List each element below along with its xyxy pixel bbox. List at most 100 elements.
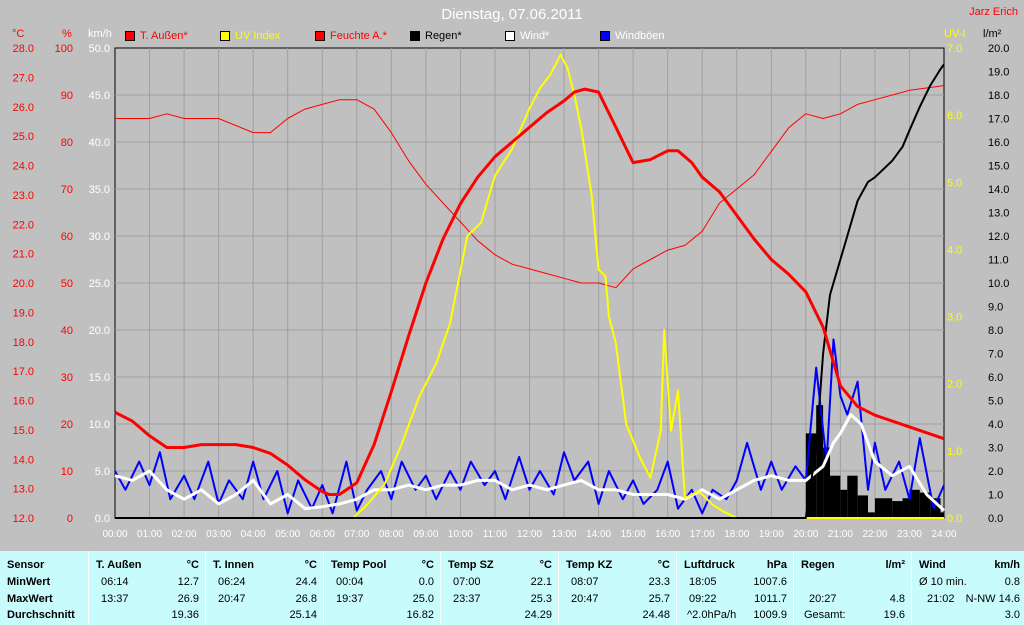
min-value: 12.7 xyxy=(177,576,199,588)
humidity-tick-label: 100 xyxy=(55,43,73,55)
column-temp-pool: Temp Pool °C 00:04 0.0 19:37 25.0 16.82 xyxy=(323,551,441,625)
max-time: 20:47 xyxy=(218,593,246,605)
column-unit: km/h xyxy=(994,559,1020,571)
uv-tick-label: 3.0 xyxy=(947,312,962,324)
avg-value: 25.14 xyxy=(289,609,317,621)
uv-tick-label: 0.0 xyxy=(947,513,962,525)
legend-item-rain: Regen* xyxy=(410,30,462,42)
max-value: 25.0 xyxy=(412,593,434,605)
uv-tick-label: 6.0 xyxy=(947,110,962,122)
rain-bar xyxy=(930,498,941,518)
wind-tick-label: 30.0 xyxy=(89,231,110,243)
column-t-innen: T. Innen °C 06:24 24.4 20:47 26.8 25.14 xyxy=(205,551,324,625)
x-tick-label: 20:00 xyxy=(793,529,818,540)
rain-unit-label: l/m² xyxy=(983,28,1002,40)
rain-tick-label: 7.0 xyxy=(988,349,1003,361)
temp-tick-label: 22.0 xyxy=(13,219,34,231)
max-value: 25.3 xyxy=(530,593,552,605)
temp-tick-label: 12.0 xyxy=(13,513,34,525)
min-value: 0.8 xyxy=(1004,576,1020,588)
x-tick-label: 17:00 xyxy=(690,529,715,540)
avg-value: 24.48 xyxy=(642,609,670,621)
axes: 00:00 01:00 02:00 03:00 04:00 05:00 06:00 07:00… xyxy=(12,28,1009,540)
rain-tick-label: 0.0 xyxy=(988,513,1003,525)
x-tick-label: 02:00 xyxy=(172,529,197,540)
humidity-tick-label: 40 xyxy=(61,325,73,337)
legend-swatch xyxy=(125,31,135,41)
rain-tick-label: 8.0 xyxy=(988,325,1003,337)
rain-tick-label: 12.0 xyxy=(988,231,1009,243)
rain-bar xyxy=(940,512,944,518)
rain-tick-label: 20.0 xyxy=(988,43,1009,55)
max-time: 19:37 xyxy=(336,593,364,605)
uv-unit-label: UV-I xyxy=(944,28,965,40)
temp-tick-label: 21.0 xyxy=(13,249,34,261)
avg-value: 24.29 xyxy=(524,609,552,621)
x-tick-label: 01:00 xyxy=(137,529,162,540)
min-time: 18:05 xyxy=(689,576,717,588)
wind-tick-label: 15.0 xyxy=(89,372,110,384)
legend-item-uv: UV Index xyxy=(220,30,280,42)
rain-tick-label: 15.0 xyxy=(988,161,1009,173)
min-value: 1007.6 xyxy=(753,576,787,588)
humidity-tick-label: 90 xyxy=(61,90,73,102)
column-unit: °C xyxy=(186,559,199,571)
column-luftdruck: Luftdruck hPa 18:05 1007.6 09:22 1011.7 … xyxy=(676,551,794,625)
max-value: N-NW 14.6 xyxy=(965,593,1020,605)
rain-tick-label: 10.0 xyxy=(988,278,1009,290)
wind-tick-label: 45.0 xyxy=(89,90,110,102)
stats-table: Sensor MinWert MaxWert Durchschnitt T. A… xyxy=(0,551,1024,625)
min-time: 06:14 xyxy=(101,576,129,588)
legend-item-temp: T. Außen* xyxy=(125,30,188,42)
rain-bar xyxy=(868,512,875,518)
column-unit: °C xyxy=(539,559,552,571)
min-time: 07:00 xyxy=(453,576,481,588)
max-value: 26.9 xyxy=(177,593,199,605)
humidity-tick-label: 30 xyxy=(61,372,73,384)
x-tick-label: 05:00 xyxy=(275,529,300,540)
max-time: 13:37 xyxy=(101,593,129,605)
rain-bar xyxy=(830,475,841,518)
min-value: 22.1 xyxy=(530,576,552,588)
humidity-tick-label: 60 xyxy=(61,231,73,243)
column-temp-sz: Temp SZ °C 07:00 22.1 23:37 25.3 24.29 xyxy=(440,551,559,625)
min-value: 24.4 xyxy=(295,576,317,588)
temp-tick-label: 27.0 xyxy=(13,72,34,84)
min-time: 00:04 xyxy=(336,576,364,588)
rain-bar xyxy=(902,498,910,518)
temp-tick-label: 25.0 xyxy=(13,131,34,143)
max-value: 4.8 xyxy=(889,593,905,605)
rain-tick-label: 16.0 xyxy=(988,137,1009,149)
rain-tick-label: 6.0 xyxy=(988,372,1003,384)
temp-unit-label: °C xyxy=(12,28,24,40)
legend-swatch xyxy=(600,31,610,41)
legend-label: T. Außen* xyxy=(140,30,188,42)
temp-tick-label: 13.0 xyxy=(13,484,34,496)
humidity-tick-label: 10 xyxy=(61,466,73,478)
avg-value: 19.36 xyxy=(171,609,199,621)
uv-tick-label: 2.0 xyxy=(947,379,962,391)
legend-swatch xyxy=(220,31,230,41)
chart-title: Dienstag, 07.06.2011 xyxy=(441,6,583,23)
wind-tick-label: 25.0 xyxy=(89,278,110,290)
legend-item-humidity: Feuchte A.* xyxy=(315,30,387,42)
legend-label: UV Index xyxy=(235,30,281,42)
wind-tick-label: 0.0 xyxy=(95,513,110,525)
temp-tick-label: 26.0 xyxy=(13,102,34,114)
temp-tick-label: 19.0 xyxy=(13,307,34,319)
rain-bar xyxy=(919,492,931,518)
rain-tick-label: 11.0 xyxy=(988,255,1009,267)
x-tick-label: 04:00 xyxy=(241,529,266,540)
legend-label: Feuchte A.* xyxy=(330,30,387,42)
humidity-tick-label: 70 xyxy=(61,184,73,196)
min-time: 06:24 xyxy=(218,576,246,588)
wind-tick-label: 5.0 xyxy=(95,466,110,478)
temp-tick-label: 28.0 xyxy=(13,43,34,55)
wind-tick-label: 10.0 xyxy=(89,419,110,431)
column-unit: l/m² xyxy=(885,559,905,571)
temp-tick-label: 18.0 xyxy=(13,337,34,349)
wind-tick-label: 40.0 xyxy=(89,137,110,149)
x-tick-label: 14:00 xyxy=(586,529,611,540)
temperature-line xyxy=(114,87,945,496)
legend-item-wind: Wind* xyxy=(505,30,549,42)
